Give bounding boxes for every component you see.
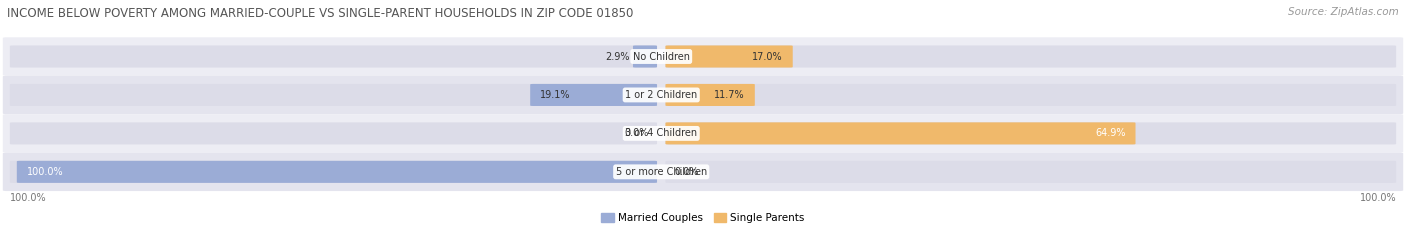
Text: INCOME BELOW POVERTY AMONG MARRIED-COUPLE VS SINGLE-PARENT HOUSEHOLDS IN ZIP COD: INCOME BELOW POVERTY AMONG MARRIED-COUPL… [7,7,634,20]
Text: 100.0%: 100.0% [1360,193,1396,203]
Text: 1 or 2 Children: 1 or 2 Children [626,90,697,100]
Text: 2.9%: 2.9% [606,51,630,62]
Text: 11.7%: 11.7% [714,90,745,100]
Text: 64.9%: 64.9% [1095,128,1126,138]
Text: No Children: No Children [633,51,690,62]
Text: 100.0%: 100.0% [27,167,63,177]
Text: 17.0%: 17.0% [752,51,783,62]
Text: 3 or 4 Children: 3 or 4 Children [626,128,697,138]
Text: 5 or more Children: 5 or more Children [616,167,707,177]
Text: Source: ZipAtlas.com: Source: ZipAtlas.com [1288,7,1399,17]
Text: 0.0%: 0.0% [673,167,699,177]
Text: 19.1%: 19.1% [540,90,571,100]
Legend: Married Couples, Single Parents: Married Couples, Single Parents [602,213,804,223]
Text: 0.0%: 0.0% [624,128,648,138]
Text: 100.0%: 100.0% [10,193,46,203]
